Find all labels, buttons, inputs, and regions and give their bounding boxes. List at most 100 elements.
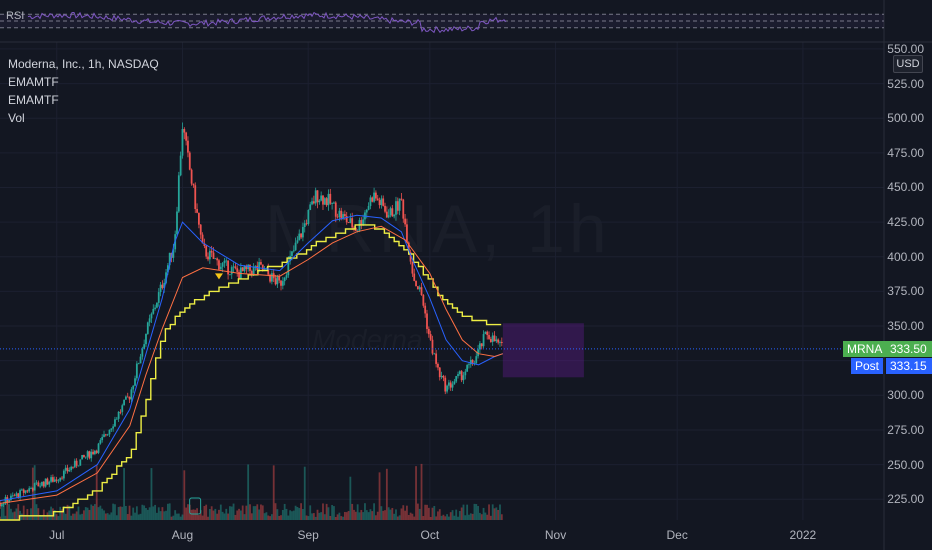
legend-indicator[interactable]: EMAMTF — [8, 75, 59, 89]
candle-body — [126, 396, 129, 398]
legend-indicator[interactable]: Vol — [8, 111, 25, 125]
legend-title[interactable]: Moderna, Inc., 1h, NASDAQ — [8, 57, 159, 71]
volume-bar — [453, 515, 456, 520]
post-tag: Post — [851, 358, 884, 375]
candle-body — [252, 266, 255, 275]
volume-bar — [263, 513, 266, 520]
candle-body — [395, 201, 397, 215]
volume-bar — [119, 506, 122, 520]
currency-button[interactable]: USD — [893, 55, 923, 73]
candle-body — [72, 466, 74, 468]
volume-bar — [260, 504, 262, 520]
candle-body — [73, 460, 76, 468]
candle-body — [320, 195, 323, 201]
candle-body — [35, 482, 38, 484]
candle-body — [79, 459, 82, 466]
candle-body — [10, 495, 12, 501]
earnings-marker — [189, 497, 202, 515]
candle-body — [187, 140, 189, 153]
candle-body — [99, 440, 102, 444]
volume-bar — [354, 511, 357, 520]
legend-indicator[interactable]: EMAMTF — [8, 93, 59, 107]
candle-body — [17, 493, 20, 498]
volume-bar — [345, 512, 348, 520]
candle-body — [296, 240, 299, 243]
volume-bar — [334, 516, 337, 520]
candle-body — [53, 479, 56, 482]
volume-bar — [468, 514, 470, 520]
volume-bar — [362, 512, 365, 520]
volume-bar — [477, 506, 479, 520]
candle-body — [300, 233, 302, 238]
volume-bar — [123, 468, 125, 520]
candle-body — [201, 234, 204, 244]
candle-body — [243, 265, 246, 272]
volume-bar — [229, 506, 231, 520]
price-tick-label: 400.00 — [887, 249, 924, 264]
time-tick-label: 2022 — [789, 528, 817, 542]
volume-bar — [329, 515, 332, 520]
candle-body — [312, 201, 315, 204]
candle-body — [427, 328, 430, 335]
price-tick-label: 375.00 — [887, 284, 924, 299]
candle-body — [41, 481, 43, 486]
volume-bar — [125, 505, 127, 520]
candle-body — [108, 429, 111, 435]
volume-bar — [15, 508, 18, 520]
volume-bar — [230, 506, 233, 520]
volume-bar — [106, 513, 109, 520]
candle-body — [468, 364, 470, 366]
candle-body — [303, 223, 306, 227]
volume-bar — [114, 504, 116, 520]
candle-body — [409, 252, 412, 262]
candle-body — [168, 252, 171, 266]
candle-body — [97, 443, 100, 453]
candle-body — [353, 227, 355, 229]
volume-bar — [320, 512, 323, 520]
volume-bar — [473, 503, 476, 520]
volume-bar — [391, 507, 394, 520]
time-tick-label: Nov — [544, 528, 567, 542]
candle-body — [446, 385, 448, 392]
volume-bar — [223, 513, 226, 520]
volume-bar — [482, 507, 485, 520]
volume-bar — [247, 464, 250, 520]
volume-bar — [426, 504, 428, 520]
price-tick-label: 300.00 — [887, 388, 924, 403]
volume-bar — [427, 507, 430, 520]
volume-bar — [37, 508, 40, 520]
volume-bar — [325, 503, 328, 520]
candle-body — [68, 469, 71, 472]
ema-line — [0, 214, 503, 502]
volume-bar — [437, 511, 439, 520]
candle-body — [449, 382, 452, 388]
candle-body — [323, 198, 326, 205]
volume-bar — [137, 514, 140, 520]
volume-bar — [166, 503, 169, 520]
volume-bar — [365, 510, 368, 520]
candle-body — [435, 353, 438, 364]
volume-bar — [108, 514, 111, 520]
candle-body — [92, 451, 94, 455]
volume-bar — [17, 504, 20, 520]
candle-body — [455, 376, 458, 382]
candle-body — [464, 371, 467, 376]
candle-body — [90, 451, 93, 459]
volume-bar — [66, 504, 69, 520]
candle-body — [2, 503, 5, 505]
candle-body — [181, 129, 184, 156]
candle-body — [31, 488, 34, 491]
candle-body — [276, 276, 279, 285]
volume-bar — [400, 508, 403, 520]
candle-body — [101, 436, 104, 441]
candle-body — [135, 363, 138, 379]
candle-body — [205, 245, 208, 257]
rsi-band — [0, 14, 884, 28]
candle-body — [433, 353, 436, 355]
volume-bar — [35, 504, 38, 520]
volume-bar — [249, 504, 251, 520]
volume-bar — [183, 470, 186, 520]
volume-bar — [351, 503, 354, 520]
